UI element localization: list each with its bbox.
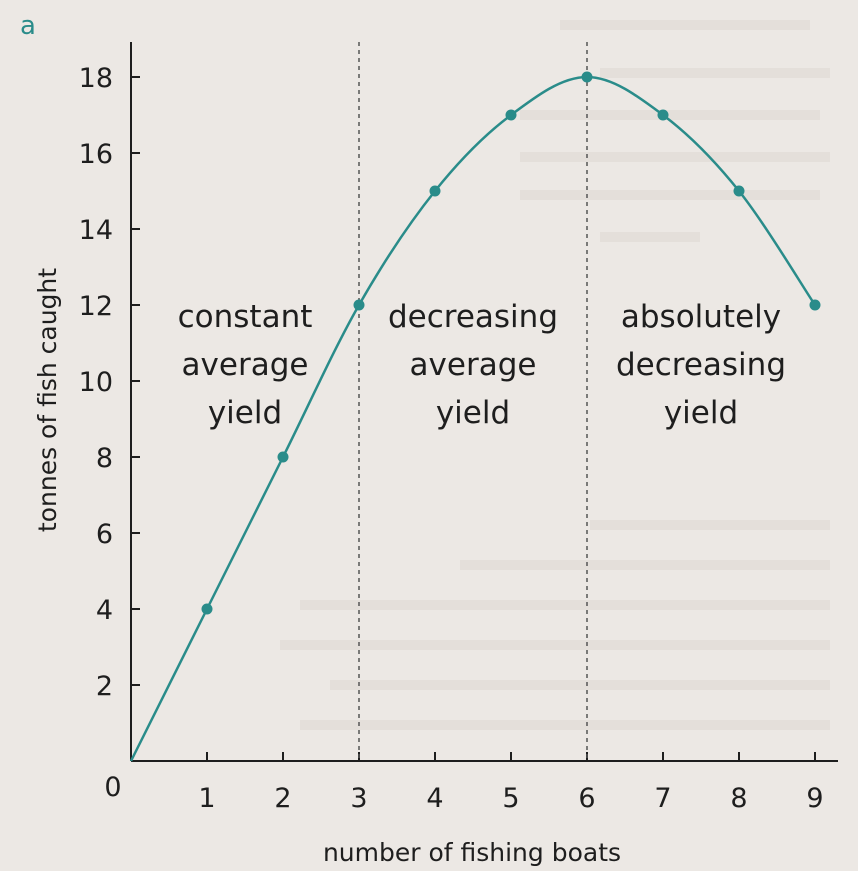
data-point — [201, 603, 213, 615]
data-point — [657, 109, 669, 121]
x-tick-label: 2 — [274, 783, 291, 814]
y-ticks: 2 4 6 8 10 12 14 16 18 — [79, 63, 140, 702]
y-tick-label: 18 — [79, 63, 113, 94]
y-tick-label: 4 — [96, 595, 113, 626]
region-label: constant average yield — [178, 299, 313, 431]
y-tick-label: 14 — [79, 215, 113, 246]
background-texture — [280, 20, 830, 730]
data-point — [581, 71, 593, 83]
data-point — [277, 451, 289, 463]
x-tick-label: 3 — [350, 783, 367, 814]
x-tick-label: 5 — [502, 783, 519, 814]
x-tick-label: 9 — [806, 783, 823, 814]
y-tick-label: 10 — [79, 367, 113, 398]
data-point — [353, 299, 365, 311]
x-tick-label: 8 — [730, 783, 747, 814]
x-tick-label: 1 — [198, 783, 215, 814]
region-label: decreasing average yield — [388, 299, 558, 431]
y-axis-title: tonnes of fish caught — [33, 268, 62, 532]
y-tick-label: 6 — [96, 519, 113, 550]
origin-label: 0 — [104, 772, 121, 803]
data-point — [809, 299, 821, 311]
series-fish-caught — [129, 71, 821, 762]
data-point — [505, 109, 517, 121]
panel-label: a — [20, 11, 36, 41]
data-point — [429, 185, 441, 197]
data-point — [733, 185, 745, 197]
x-tick-label: 6 — [578, 783, 595, 814]
region-labels: constant average yield decreasing average yie… — [178, 299, 786, 431]
y-tick-label: 12 — [79, 291, 113, 322]
y-tick-label: 8 — [96, 443, 113, 474]
y-tick-label: 16 — [79, 139, 113, 170]
x-tick-label: 7 — [654, 783, 671, 814]
x-ticks: 1 2 3 4 5 6 7 8 9 — [198, 752, 824, 814]
x-axis-title: number of fishing boats — [323, 838, 621, 867]
x-tick-label: 4 — [426, 783, 443, 814]
y-tick-label: 2 — [96, 671, 113, 702]
region-label: absolutely decreasing yield — [616, 299, 786, 431]
